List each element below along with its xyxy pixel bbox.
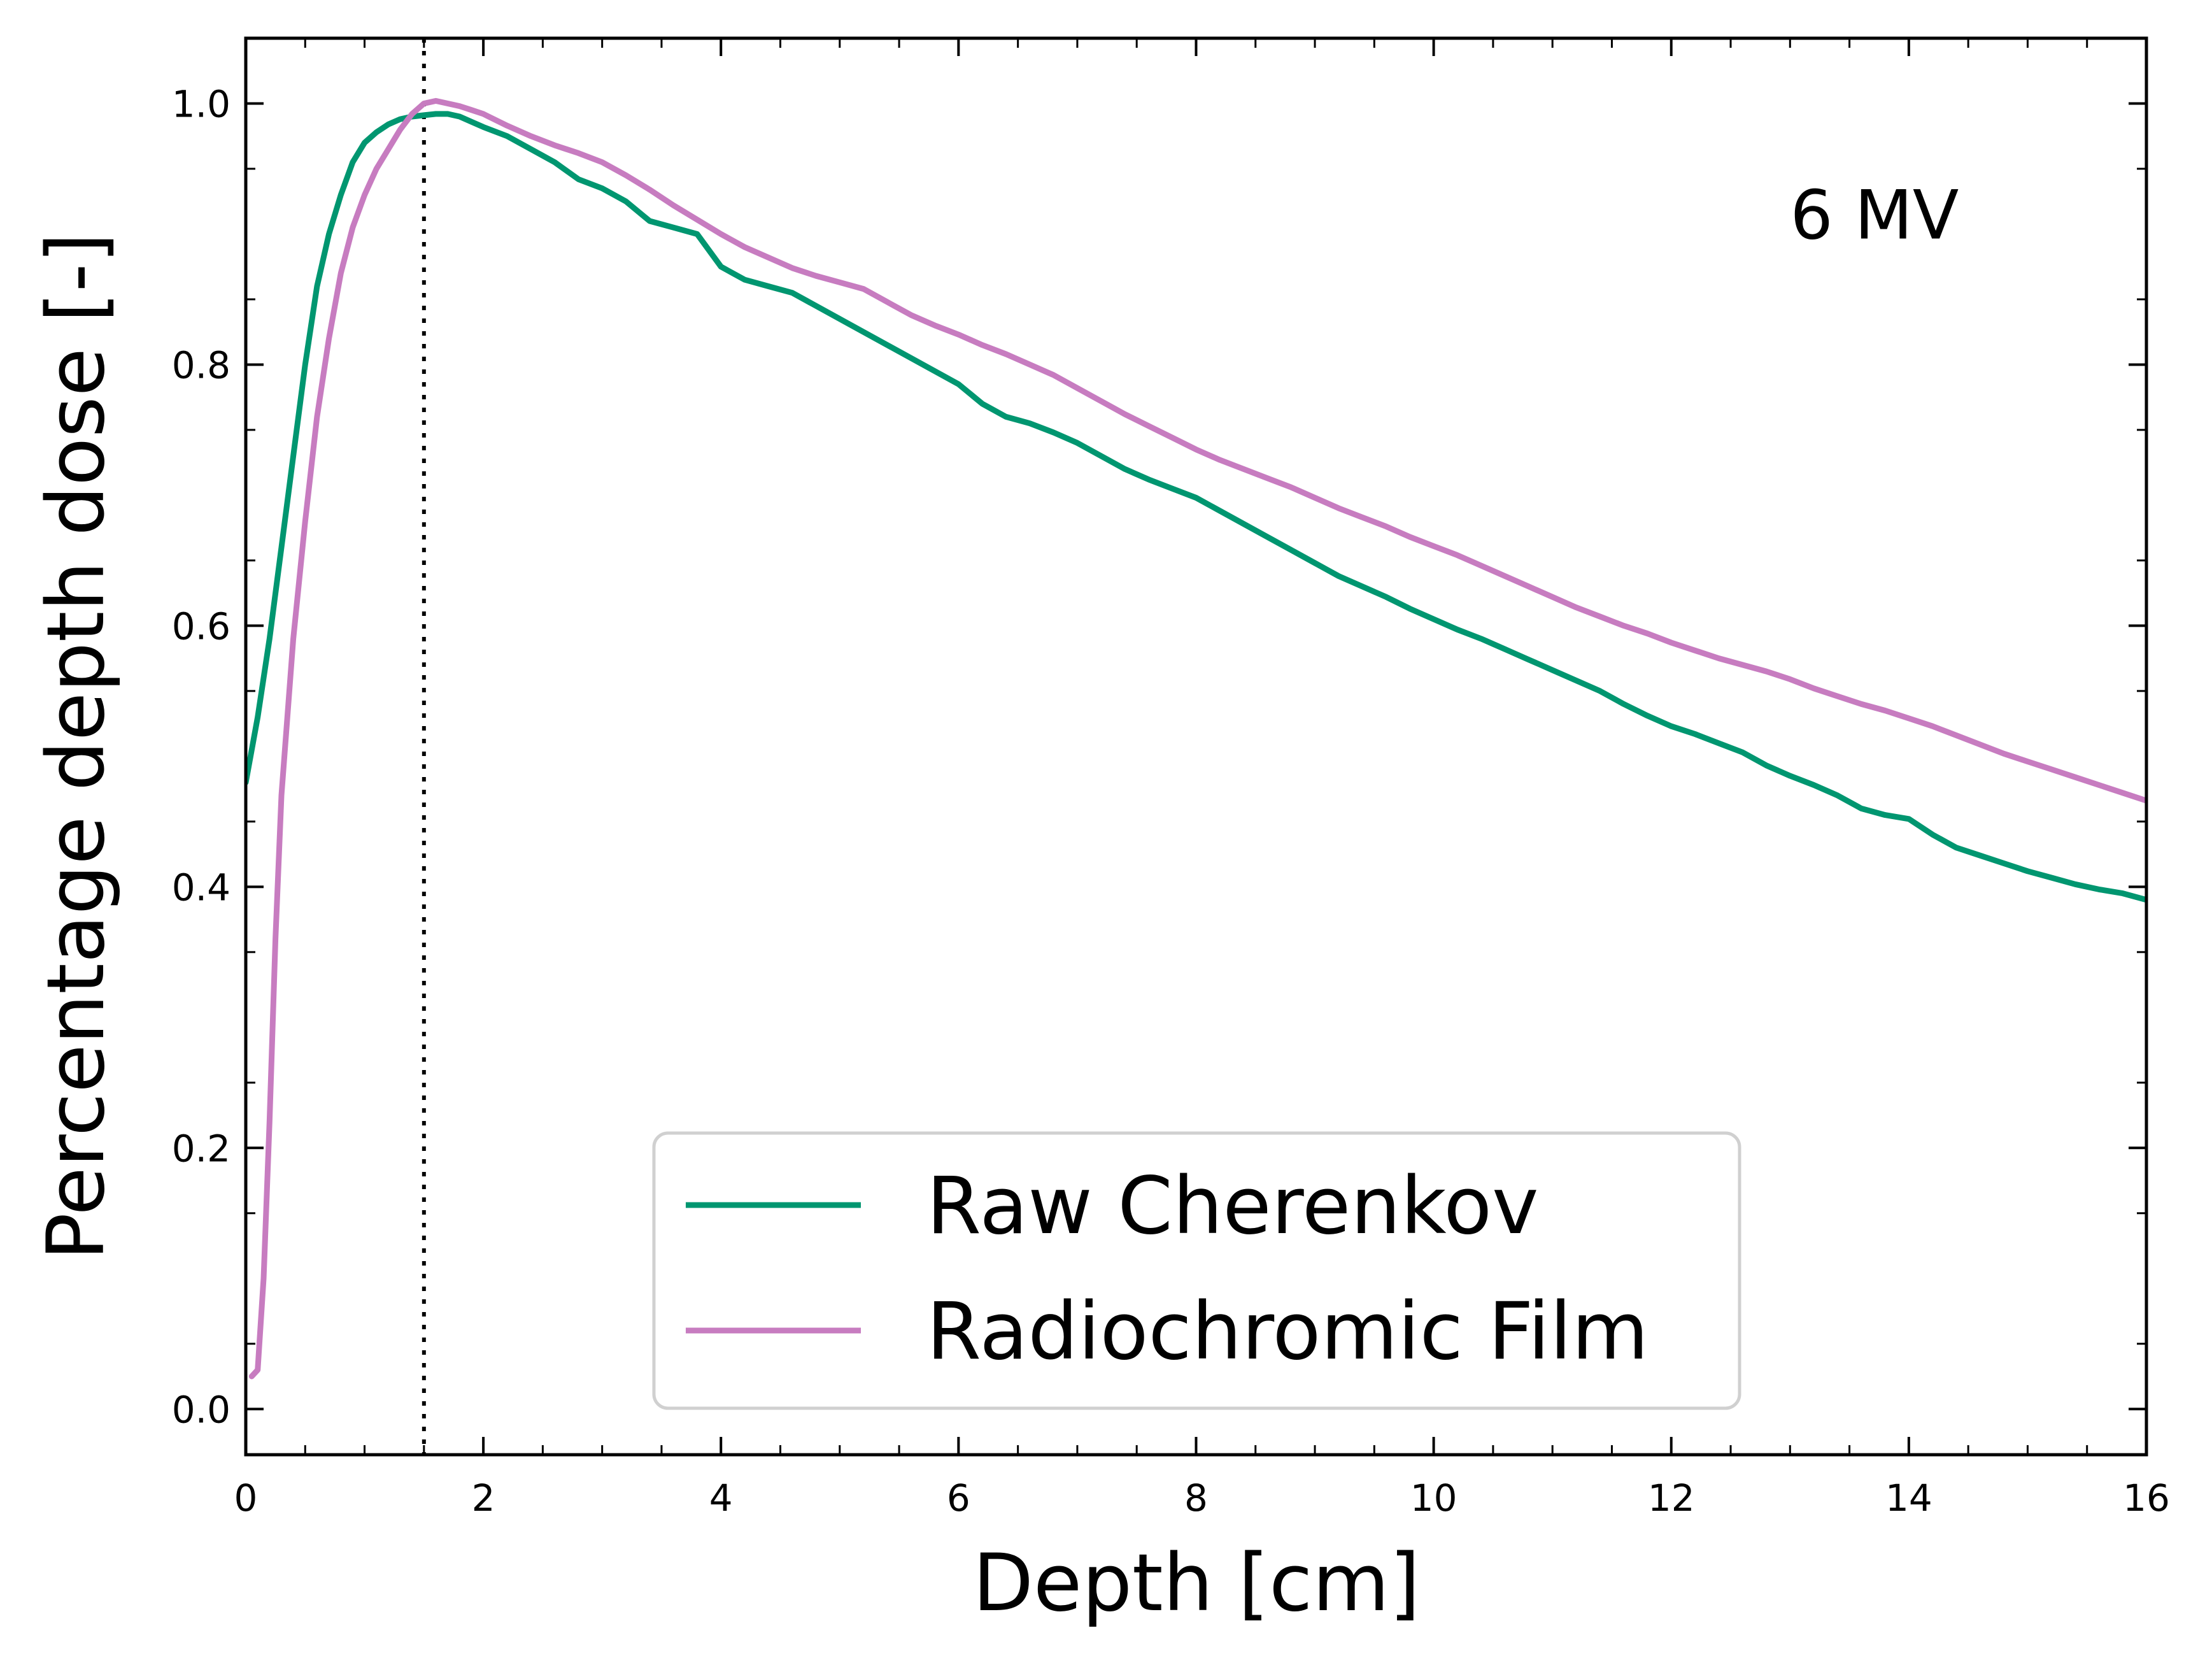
tick-labels: 0 2 4 6 8 10 12 14 16 0.0 0.2 0.4 0.6 0.8 1.0 [172,82,2170,1520]
y-axis-title: Percentage depth dose [-] [31,232,122,1260]
x-tick-label: 16 [2123,1476,2170,1520]
x-tick-label: 4 [709,1476,733,1520]
legend-label-raw-cherenkov: Raw Cherenkov [926,1160,1538,1252]
y-tick-label: 1.0 [172,82,230,125]
annotation-text: 6 MV [1790,176,1959,255]
series-line-raw-cherenkov [246,111,2146,903]
series-line-radiochromic-film [248,97,2146,1380]
x-tick-label: 8 [1184,1476,1208,1520]
legend-box [652,1131,1741,1410]
series-layer [246,97,2146,1380]
x-tick-label: 12 [1648,1476,1695,1520]
y-tick-label: 0.2 [172,1127,230,1170]
legend-label-radiochromic-film: Radiochromic Film [926,1286,1648,1378]
legend: Raw Cherenkov Radiochromic Film [652,1131,1741,1410]
y-tick-label: 0.6 [172,604,230,648]
y-tick-label: 0.0 [172,1388,230,1431]
plot-frame [244,36,2148,1457]
x-tick-label: 6 [947,1476,970,1520]
x-tick-label: 2 [472,1476,495,1520]
y-tick-label: 0.8 [172,343,230,387]
x-tick-label: 14 [1885,1476,1932,1520]
x-axis-title: Depth [cm] [973,1538,1421,1629]
x-tick-label: 10 [1410,1476,1457,1520]
y-tick-label: 0.4 [172,866,230,909]
x-tick-label: 0 [234,1476,258,1520]
